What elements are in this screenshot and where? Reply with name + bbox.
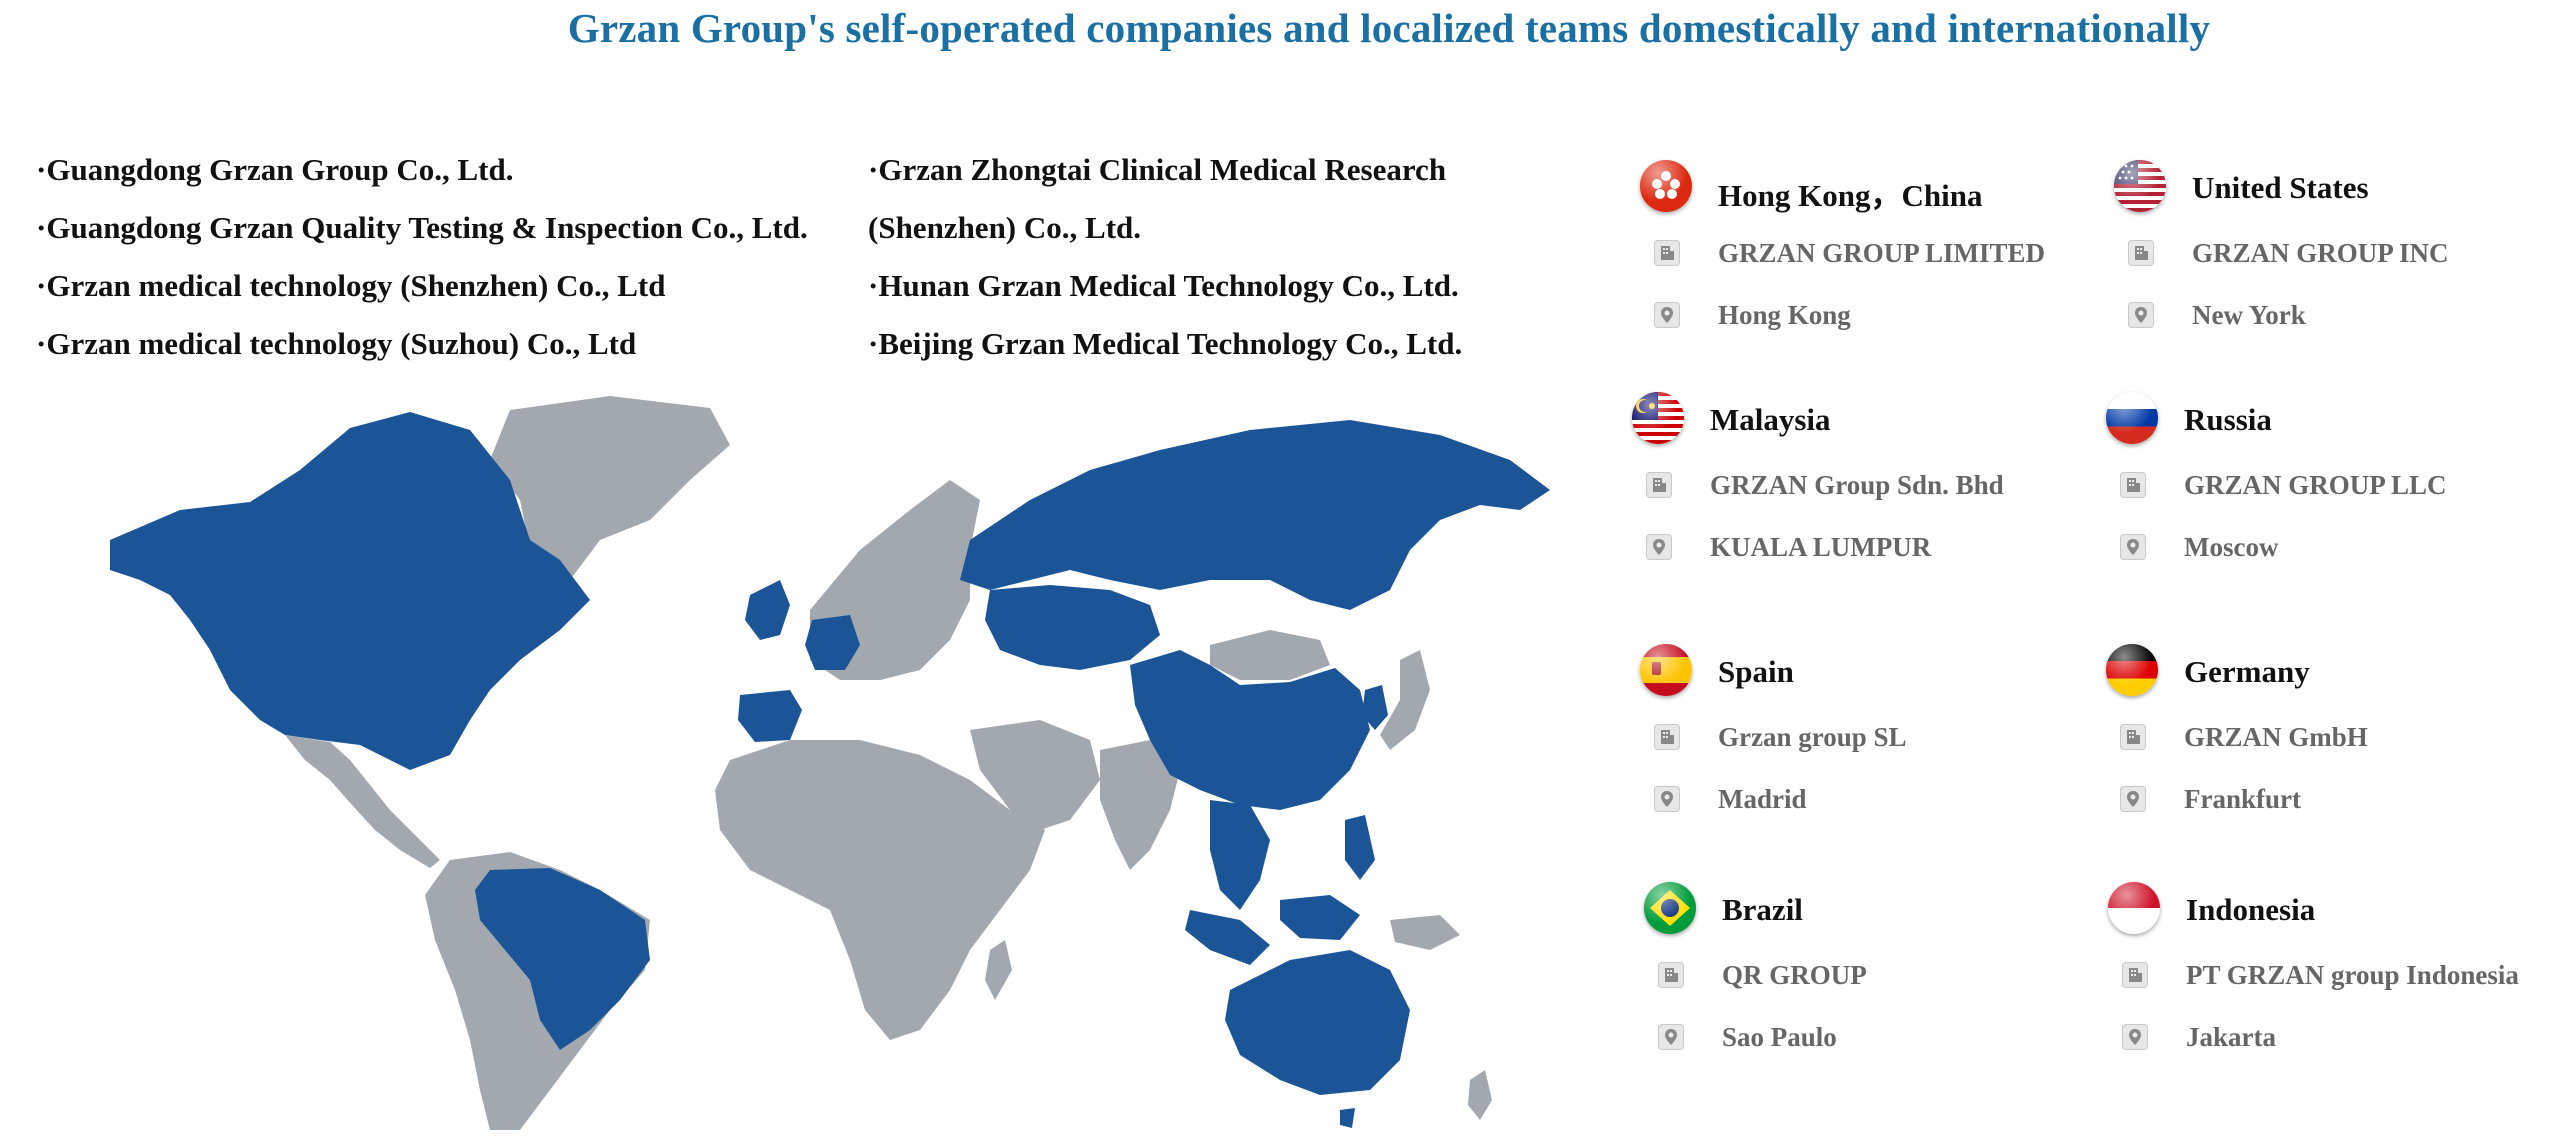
map-region-tasmania <box>1340 1108 1355 1128</box>
malaysia-flag-icon <box>1632 392 1684 444</box>
location-pin-icon <box>1646 534 1672 560</box>
city-name: Sao Paulo <box>1722 1022 1837 1052</box>
company-item: ·Grzan medical technology (Suzhou) Co., … <box>36 326 637 361</box>
map-region-papua <box>1390 915 1460 950</box>
map-region-middle-east <box>970 720 1100 830</box>
location-pin-icon <box>2120 786 2146 812</box>
location-card-germany: Germany GRZAN GmbH Frankfurt <box>2106 644 2536 844</box>
company-item: (Shenzhen) Co., Ltd. <box>868 210 1142 245</box>
building-icon <box>1646 472 1672 498</box>
company-item: ·Grzan Zhongtai Clinical Medical Researc… <box>868 152 1447 187</box>
map-region-indonesia-east <box>1280 895 1360 940</box>
company-name: GRZAN GROUP INC <box>2192 238 2449 268</box>
map-region-japan <box>1380 650 1430 750</box>
map-region-indonesia-west <box>1185 910 1270 965</box>
building-icon <box>1654 240 1680 266</box>
city-name: Madrid <box>1718 784 1807 814</box>
united-states-flag-icon <box>2114 160 2166 212</box>
building-icon <box>2122 962 2148 988</box>
country-name: Malaysia <box>1710 402 1831 437</box>
country-name: Brazil <box>1722 892 1803 927</box>
city-name: Hong Kong <box>1718 300 1851 330</box>
hong-kong-flag-icon <box>1640 160 1692 212</box>
map-region-spain <box>738 690 802 742</box>
country-name: Indonesia <box>2186 892 2316 927</box>
map-region-philippines <box>1345 815 1375 880</box>
map-region-korea <box>1362 685 1388 730</box>
country-name: Germany <box>2184 654 2310 689</box>
world-map <box>110 396 1550 1130</box>
building-icon <box>2128 240 2154 266</box>
brazil-flag-icon <box>1644 882 1696 934</box>
company-name: GRZAN Group Sdn. Bhd <box>1710 470 2004 500</box>
city-name: New York <box>2192 300 2306 330</box>
map-region-china <box>1130 650 1370 810</box>
company-item: ·Guangdong Grzan Quality Testing & Inspe… <box>36 210 808 245</box>
location-pin-icon <box>1654 786 1680 812</box>
indonesia-flag-icon <box>2108 882 2160 934</box>
company-list: ·Guangdong Grzan Group Co., Ltd. ·Guangd… <box>36 152 1516 392</box>
map-region-australia <box>1225 950 1410 1095</box>
map-region-madagascar <box>985 940 1012 1000</box>
location-card-indonesia: Indonesia PT GRZAN group Indonesia Jakar… <box>2108 882 2538 1082</box>
company-item: ·Beijing Grzan Medical Technology Co., L… <box>868 326 1463 361</box>
location-card-spain: Spain Grzan group SL Madrid <box>1640 644 2070 844</box>
spain-flag-icon <box>1640 644 1692 696</box>
company-name: PT GRZAN group Indonesia <box>2186 960 2519 990</box>
company-name: Grzan group SL <box>1718 722 1907 752</box>
location-pin-icon <box>1654 302 1680 328</box>
germany-flag-icon <box>2106 644 2158 696</box>
map-region-central-asia <box>985 585 1160 670</box>
building-icon <box>2120 472 2146 498</box>
map-region-germany <box>805 615 860 670</box>
location-pin-icon <box>2122 1024 2148 1050</box>
city-name: Moscow <box>2184 532 2279 562</box>
location-pin-icon <box>2120 534 2146 560</box>
country-name: Russia <box>2184 402 2272 437</box>
building-icon <box>2120 724 2146 750</box>
country-name: United States <box>2192 170 2369 205</box>
location-pin-icon <box>1658 1024 1684 1050</box>
country-name: Hong Kong，China <box>1718 178 1983 213</box>
building-icon <box>1654 724 1680 750</box>
map-region-russia <box>960 420 1550 610</box>
location-card-brazil: Brazil QR GROUP Sao Paulo <box>1644 882 2074 1082</box>
company-name: GRZAN GmbH <box>2184 722 2368 752</box>
company-item: ·Hunan Grzan Medical Technology Co., Ltd… <box>868 268 1459 303</box>
map-region-brazil <box>475 868 650 1050</box>
company-item: ·Guangdong Grzan Group Co., Ltd. <box>36 152 514 187</box>
company-name: GRZAN GROUP LLC <box>2184 470 2447 500</box>
city-name: KUALA LUMPUR <box>1710 532 1932 562</box>
location-pin-icon <box>2128 302 2154 328</box>
map-region-central-america <box>285 735 440 868</box>
location-card-russia: Russia GRZAN GROUP LLC Moscow <box>2106 392 2536 592</box>
page-title: Grzan Group's self-operated companies an… <box>567 5 2211 51</box>
country-name: Spain <box>1718 654 1794 689</box>
map-region-uk <box>745 580 790 640</box>
company-name: GRZAN GROUP LIMITED <box>1718 238 2046 268</box>
company-item: ·Grzan medical technology (Shenzhen) Co.… <box>36 268 666 303</box>
map-region-mongolia <box>1210 630 1330 680</box>
building-icon <box>1658 962 1684 988</box>
map-region-north-america <box>110 412 590 770</box>
city-name: Frankfurt <box>2184 784 2301 814</box>
map-region-southeast-asia <box>1210 800 1270 910</box>
map-region-new-zealand <box>1468 1070 1492 1120</box>
map-region-greenland <box>490 396 730 590</box>
company-name: QR GROUP <box>1722 960 1867 990</box>
map-region-india <box>1100 740 1180 870</box>
location-card-united-states: United States GRZAN GROUP INC New York <box>2114 160 2544 360</box>
map-region-africa <box>715 740 1045 1040</box>
location-card-hong-kong: Hong Kong，China GRZAN GROUP LIMITED Hong… <box>1640 160 2070 360</box>
location-card-malaysia: Malaysia GRZAN Group Sdn. Bhd KUALA LUMP… <box>1632 392 2062 592</box>
city-name: Jakarta <box>2186 1022 2276 1052</box>
russia-flag-icon <box>2106 392 2158 444</box>
